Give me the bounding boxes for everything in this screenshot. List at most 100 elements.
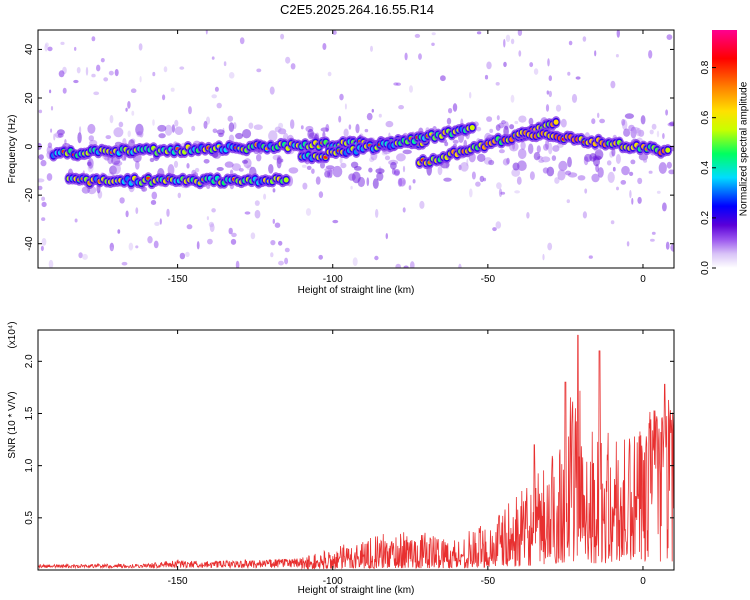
spectral-noise-blob	[514, 190, 520, 194]
spectral-halo-blob	[536, 145, 541, 154]
spectral-halo-blob	[320, 161, 325, 169]
spectral-halo-blob	[591, 173, 600, 183]
spectral-noise-blob	[529, 62, 534, 68]
spectral-noise-blob	[548, 75, 552, 82]
spectral-noise-blob	[649, 129, 654, 135]
spectral-noise-blob	[96, 64, 101, 72]
spectral-noise-blob	[239, 37, 245, 45]
spectral-noise-blob	[49, 89, 52, 94]
spectral-halo-blob	[242, 129, 252, 139]
spectral-halo-blob	[355, 123, 360, 134]
spectral-noise-blob	[476, 126, 482, 132]
spectral-noise-blob	[166, 208, 170, 217]
spectral-noise-blob	[207, 238, 213, 245]
spectral-halo-blob	[224, 161, 234, 168]
colorbar-gradient	[712, 30, 737, 268]
spectral-noise-blob	[76, 67, 81, 74]
spectral-noise-blob	[665, 109, 668, 116]
spectral-halo-blob	[658, 162, 667, 174]
spectral-noise-blob	[170, 87, 175, 92]
spectral-halo-blob	[402, 149, 412, 155]
spectral-noise-blob	[280, 33, 285, 40]
spectral-halo-blob	[228, 122, 235, 133]
spectral-noise-blob	[284, 247, 290, 253]
spectral-noise-blob	[209, 223, 215, 233]
spectral-halo-blob	[556, 143, 564, 148]
snr-x-ticks: -150 -100 -50 0	[168, 330, 646, 587]
spectral-noise-blob	[50, 128, 53, 133]
spectral-noise-blob	[270, 252, 274, 258]
spectral-noise-blob	[656, 190, 661, 194]
spectral-halo-blob	[529, 171, 535, 181]
spectral-halo-blob	[607, 171, 615, 183]
spectral-noise-blob	[338, 115, 342, 123]
spectral-halo-blob	[621, 165, 630, 176]
spectral-halo-blob	[498, 122, 505, 129]
spectral-halo-blob	[518, 115, 527, 123]
snr-y-multiplier: (x10⁴)	[7, 321, 18, 348]
spectral-noise-blob	[375, 208, 379, 218]
spectrogram-y-label: Frequency (Hz)	[7, 115, 18, 184]
spectral-halo-blob	[158, 133, 166, 139]
spectral-halo-blob	[372, 178, 379, 189]
spectral-halo-blob	[398, 177, 406, 187]
spectral-noise-blob	[285, 56, 291, 64]
spectral-noise-blob	[486, 61, 492, 70]
spectral-noise-blob	[350, 185, 353, 190]
spectral-noise-blob	[364, 128, 369, 133]
spectral-halo-blob	[87, 123, 96, 134]
spectral-noise-blob	[206, 216, 209, 221]
y-tick-label: 1.0	[24, 458, 35, 472]
spectral-noise-blob	[517, 30, 523, 36]
spectral-halo-blob	[191, 125, 196, 131]
spectral-noise-blob	[588, 255, 593, 259]
colorbar-tick-label: 0.2	[700, 211, 711, 225]
spectral-noise-blob	[505, 34, 511, 42]
y-tick-label: -20	[24, 187, 35, 202]
spectral-halo-blob	[135, 160, 140, 170]
spectral-noise-blob	[211, 94, 217, 99]
spectral-noise-blob	[311, 168, 315, 174]
spectral-noise-blob	[318, 254, 324, 260]
spectral-halo-blob	[174, 126, 184, 135]
spectral-noise-blob	[300, 125, 304, 130]
spectral-noise-blob	[74, 46, 77, 51]
spectral-halo-blob	[390, 161, 397, 170]
spectral-noise-blob	[516, 176, 522, 185]
spectral-noise-blob	[214, 86, 219, 92]
spectral-halo-blob	[668, 169, 674, 175]
spectral-noise-blob	[495, 221, 502, 229]
spectral-noise-blob	[514, 120, 519, 125]
spectral-halo-blob	[460, 162, 469, 172]
spectral-noise-blob	[211, 56, 215, 60]
spectral-noise-blob	[121, 261, 128, 266]
spectral-noise-blob	[159, 218, 162, 225]
spectral-noise-blob	[446, 117, 452, 125]
spectral-halo-blob	[621, 118, 626, 126]
spectral-noise-blob	[629, 171, 634, 176]
spectral-noise-blob	[665, 241, 670, 250]
spectral-halo-blob	[498, 149, 505, 154]
spectral-noise-blob	[131, 110, 135, 116]
spectral-noise-blob	[306, 165, 312, 170]
spectral-noise-blob	[179, 66, 185, 70]
spectral-noise-blob	[662, 133, 665, 139]
spectral-noise-blob	[216, 102, 222, 109]
spectral-noise-blob	[40, 245, 44, 252]
spectral-noise-blob	[403, 265, 409, 268]
spectral-noise-blob	[567, 71, 571, 76]
track-blob	[665, 147, 671, 153]
spectral-noise-blob	[230, 238, 237, 245]
spectral-noise-blob	[211, 208, 216, 213]
snr-panel: -150 -100 -50 0 0.5 1.0 1.5 2.0 Height of stra…	[7, 321, 675, 596]
x-tick-label: 0	[640, 576, 646, 587]
spectral-noise-blob	[127, 130, 131, 138]
spectral-noise-blob	[374, 255, 379, 261]
spectral-noise-blob	[612, 166, 616, 172]
spectral-noise-blob	[256, 154, 262, 162]
spectral-halo-blob	[640, 115, 646, 125]
spectral-noise-blob	[489, 128, 494, 133]
spectral-halo-blob	[558, 160, 568, 172]
spectrogram-frame	[37, 29, 675, 269]
spectral-noise-blob	[566, 199, 570, 204]
